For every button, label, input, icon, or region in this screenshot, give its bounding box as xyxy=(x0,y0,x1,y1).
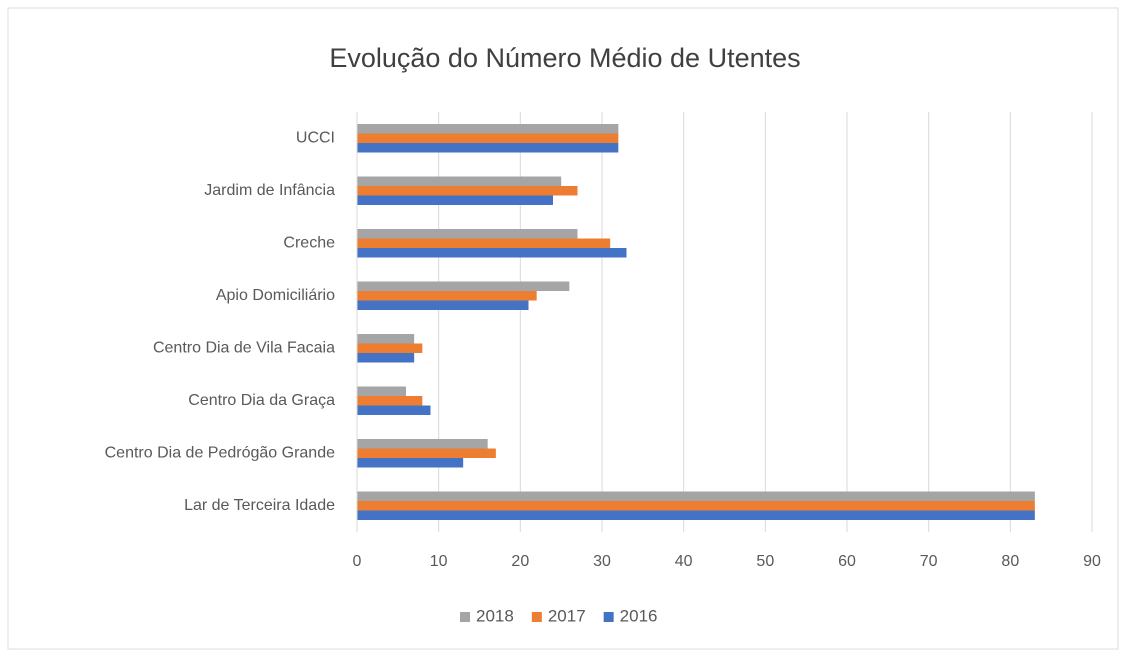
bar xyxy=(357,458,464,468)
x-tick-label: 30 xyxy=(593,553,611,570)
legend-swatch xyxy=(531,612,542,622)
y-tick-label: Lar de Terceira Idade xyxy=(184,497,335,514)
bar xyxy=(357,133,619,143)
bar xyxy=(357,448,496,458)
bar xyxy=(357,353,415,363)
x-tick-label: 90 xyxy=(1083,553,1101,570)
x-tick-label: 40 xyxy=(675,553,693,570)
bar xyxy=(357,248,627,258)
legend-label: 2018 xyxy=(476,606,514,625)
bar xyxy=(357,386,406,396)
bar xyxy=(357,396,423,406)
legend-label: 2016 xyxy=(620,606,658,625)
bar xyxy=(357,405,431,415)
x-tick-label: 80 xyxy=(1001,553,1019,570)
y-tick-label: Centro Dia da Graça xyxy=(188,392,335,409)
y-tick-label: Centro Dia de Pedrógão Grande xyxy=(105,444,335,461)
bar xyxy=(357,124,619,134)
bar xyxy=(357,510,1035,520)
x-tick-label: 50 xyxy=(756,553,774,570)
y-tick-label: UCCI xyxy=(296,129,335,146)
x-tick-label: 0 xyxy=(353,553,362,570)
bar xyxy=(357,281,570,291)
y-tick-label: Jardim de Infância xyxy=(204,182,335,199)
legend-label: 2017 xyxy=(548,606,586,625)
bar xyxy=(357,439,488,449)
bar xyxy=(357,143,619,153)
y-tick-label: Creche xyxy=(283,234,335,251)
y-tick-label: Apio Domiciliário xyxy=(216,287,335,304)
bar xyxy=(357,334,415,344)
bar xyxy=(357,291,537,301)
x-tick-label: 10 xyxy=(430,553,448,570)
bar xyxy=(357,186,578,196)
bar xyxy=(357,238,611,248)
bar xyxy=(357,195,553,205)
chart-title: Evolução do Número Médio de Utentes xyxy=(329,43,800,73)
x-tick-label: 20 xyxy=(511,553,529,570)
bar xyxy=(357,501,1035,511)
bar xyxy=(357,491,1035,501)
bar xyxy=(357,176,562,186)
bar xyxy=(357,300,529,310)
bar xyxy=(357,343,423,353)
chart-frame xyxy=(7,7,1119,650)
x-tick-label: 60 xyxy=(838,553,856,570)
bar xyxy=(357,229,578,239)
x-tick-label: 70 xyxy=(920,553,938,570)
legend-swatch xyxy=(603,612,614,622)
y-tick-label: Centro Dia de Vila Facaia xyxy=(153,339,335,356)
legend-swatch xyxy=(460,612,470,622)
